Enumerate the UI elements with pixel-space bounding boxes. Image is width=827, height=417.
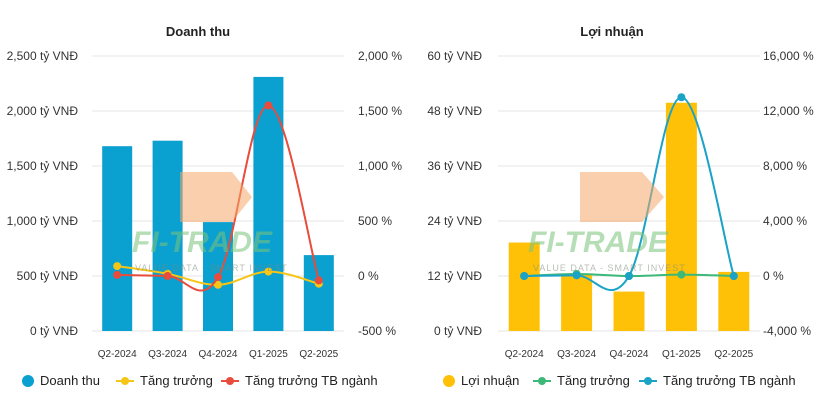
data-point: [214, 273, 222, 282]
bar: [718, 271, 750, 331]
y2-tick-label: 0 %: [763, 269, 784, 283]
y2-tick-label: -500 %: [358, 324, 396, 338]
profit-chart: Lợi nhuận 0 tỷ VNĐ 12 tỷ VNĐ 24 tỷ VNĐ 36 t…: [427, 24, 814, 388]
bar: [613, 291, 645, 331]
fi-trade-watermark: FI-TRADE VALUE DATA - SMART INVEST: [528, 172, 686, 273]
bar: [561, 274, 593, 331]
y2-tick-label: 16,000 %: [763, 49, 814, 63]
y2-tick-label: 2,000 %: [358, 49, 402, 63]
legend: Doanh thu Tăng trưởng Tăng trưởng TB ngành: [22, 373, 378, 388]
data-point: [314, 276, 323, 285]
watermark-tagline: VALUE DATA - SMART INVEST: [135, 263, 288, 273]
x-tick-label: Q4-2024: [610, 349, 649, 360]
chart-title: Lợi nhuận: [580, 24, 643, 39]
watermark-brand: FI-TRADE: [132, 226, 273, 259]
y2-tick-label: 0 %: [358, 269, 379, 283]
data-point: [520, 272, 529, 280]
y2-tick-label: 8,000 %: [763, 159, 807, 173]
y-tick-label: 12 tỷ VNĐ: [427, 269, 482, 283]
y-tick-label: 60 tỷ VNĐ: [427, 49, 482, 63]
x-tick-label: Q1-2025: [249, 349, 288, 360]
bar: [303, 255, 334, 331]
data-point: [677, 270, 686, 279]
bar: [253, 76, 284, 332]
x-tick-label: Q3-2024: [148, 349, 187, 360]
data-point: [264, 101, 273, 110]
legend-label: Lợi nhuận: [461, 373, 519, 388]
legend-marker: [22, 375, 34, 387]
data-point: [625, 272, 633, 280]
bar: [102, 146, 133, 331]
legend-marker: [226, 377, 234, 385]
legend-marker: [644, 377, 652, 385]
y2-tick-label: 1,000 %: [358, 159, 402, 173]
y-tick-label: 2,000 tỷ VNĐ: [7, 104, 79, 118]
data-point: [572, 271, 581, 280]
bar: [152, 140, 183, 331]
y-tick-label: 2,500 tỷ VNĐ: [7, 49, 79, 63]
data-point: [214, 280, 222, 289]
watermark-arrow-shape: [180, 172, 252, 222]
y-tick-label: 500 tỷ VNĐ: [17, 269, 79, 283]
y-tick-label: 1,000 tỷ VNĐ: [7, 214, 79, 228]
x-tick-label: Q2-2025: [714, 349, 753, 360]
y-tick-label: 1,500 tỷ VNĐ: [7, 159, 79, 173]
y2-tick-label: 4,000 %: [763, 214, 807, 228]
y2-tick-label: -4,000 %: [763, 324, 811, 338]
x-tick-label: Q4-2024: [199, 349, 238, 360]
legend-marker: [121, 377, 129, 385]
fi-trade-watermark: FI-TRADE VALUE DATA - SMART INVEST: [132, 172, 288, 273]
x-tick-label: Q2-2024: [505, 349, 544, 360]
legend-marker: [443, 375, 455, 387]
bar: [665, 102, 697, 331]
legend: Lợi nhuận Tăng trưởng Tăng trưởng TB ngành: [443, 373, 796, 388]
y-tick-label: 48 tỷ VNĐ: [427, 104, 482, 118]
x-tick-label: Q2-2025: [299, 349, 338, 360]
watermark-tagline: VALUE DATA - SMART INVEST: [533, 263, 686, 273]
data-point: [163, 272, 172, 280]
y2-tick-label: 1,500 %: [358, 104, 402, 118]
x-tick-label: Q2-2024: [98, 349, 137, 360]
y2-tick-label: 12,000 %: [763, 104, 814, 118]
legend-label: Tăng trưởng: [140, 373, 213, 388]
legend-label: Doanh thu: [40, 373, 100, 388]
y-tick-label: 0 tỷ VNĐ: [434, 324, 482, 338]
legend-label: Tăng trưởng: [557, 373, 630, 388]
legend-marker: [538, 377, 546, 385]
data-point: [729, 272, 738, 280]
data-point: [113, 262, 122, 271]
y-tick-label: 0 tỷ VNĐ: [30, 324, 78, 338]
legend-label: Tăng trưởng TB ngành: [245, 373, 378, 388]
data-point: [264, 267, 273, 276]
x-tick-label: Q1-2025: [662, 349, 701, 360]
watermark-brand: FI-TRADE: [528, 226, 669, 259]
data-point: [677, 93, 686, 102]
y-tick-label: 36 tỷ VNĐ: [427, 159, 482, 173]
bar: [508, 242, 540, 331]
y2-tick-label: 500 %: [358, 214, 392, 228]
y-tick-label: 24 tỷ VNĐ: [427, 214, 482, 228]
revenue-chart: Doanh thu 0 tỷ VNĐ 500 tỷ VNĐ 1,000 tỷ VNĐ…: [7, 24, 403, 388]
chart-title: Doanh thu: [166, 24, 230, 39]
watermark-arrow-shape: [580, 172, 664, 222]
x-tick-label: Q3-2024: [557, 349, 596, 360]
data-point: [113, 270, 122, 279]
legend-label: Tăng trưởng TB ngành: [663, 373, 796, 388]
